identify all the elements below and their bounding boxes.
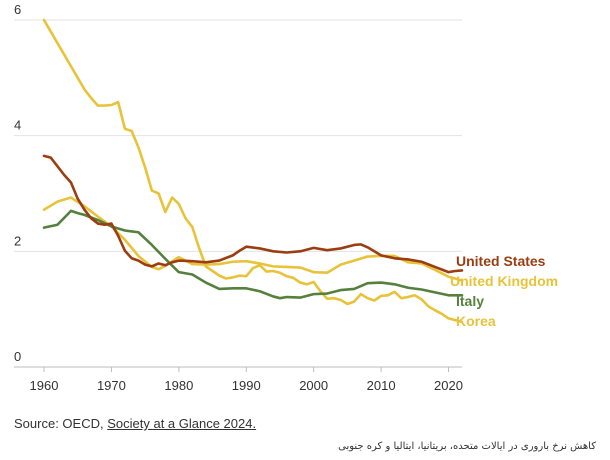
x-tick-label: 1960 <box>30 378 59 393</box>
gridlines <box>14 19 462 372</box>
x-tick-label: 1990 <box>232 378 261 393</box>
x-tick-label: 1980 <box>164 378 193 393</box>
series-label-united-kingdom: United Kingdom <box>450 273 558 289</box>
y-tick-label: 6 <box>14 2 21 17</box>
y-tick-label: 2 <box>14 233 21 248</box>
source-link[interactable]: Society at a Glance 2024. <box>107 416 257 431</box>
source-note: Source: OECD, Society at a Glance 2024. <box>14 416 256 431</box>
series-line-korea <box>42 18 464 324</box>
series-labels: United States United Kingdom Italy Korea <box>450 253 558 329</box>
fertility-line-chart: 0 2 4 6 1960 1970 1980 1990 2000 2010 2020 United … <box>14 2 558 393</box>
y-tick-label: 4 <box>14 118 21 133</box>
x-tick-label: 1970 <box>97 378 126 393</box>
series-lines <box>42 18 464 324</box>
series-line-italy <box>42 209 464 300</box>
series-label-korea: Korea <box>456 313 496 329</box>
series-label-united-states: United States <box>456 253 546 269</box>
axis-labels: 0 2 4 6 1960 1970 1980 1990 2000 2010 2020 <box>14 2 463 393</box>
series-label-italy: Italy <box>456 293 484 309</box>
series-line-united-states <box>42 154 464 274</box>
y-tick-label: 0 <box>14 349 21 364</box>
x-tick-label: 2010 <box>367 378 396 393</box>
source-prefix: Source: OECD, <box>14 416 104 431</box>
x-tick-label: 2000 <box>299 378 328 393</box>
x-tick-label: 2020 <box>434 378 463 393</box>
image-caption: کاهش نرخ باروری در ایالات متحده، بریتانی… <box>338 441 596 452</box>
